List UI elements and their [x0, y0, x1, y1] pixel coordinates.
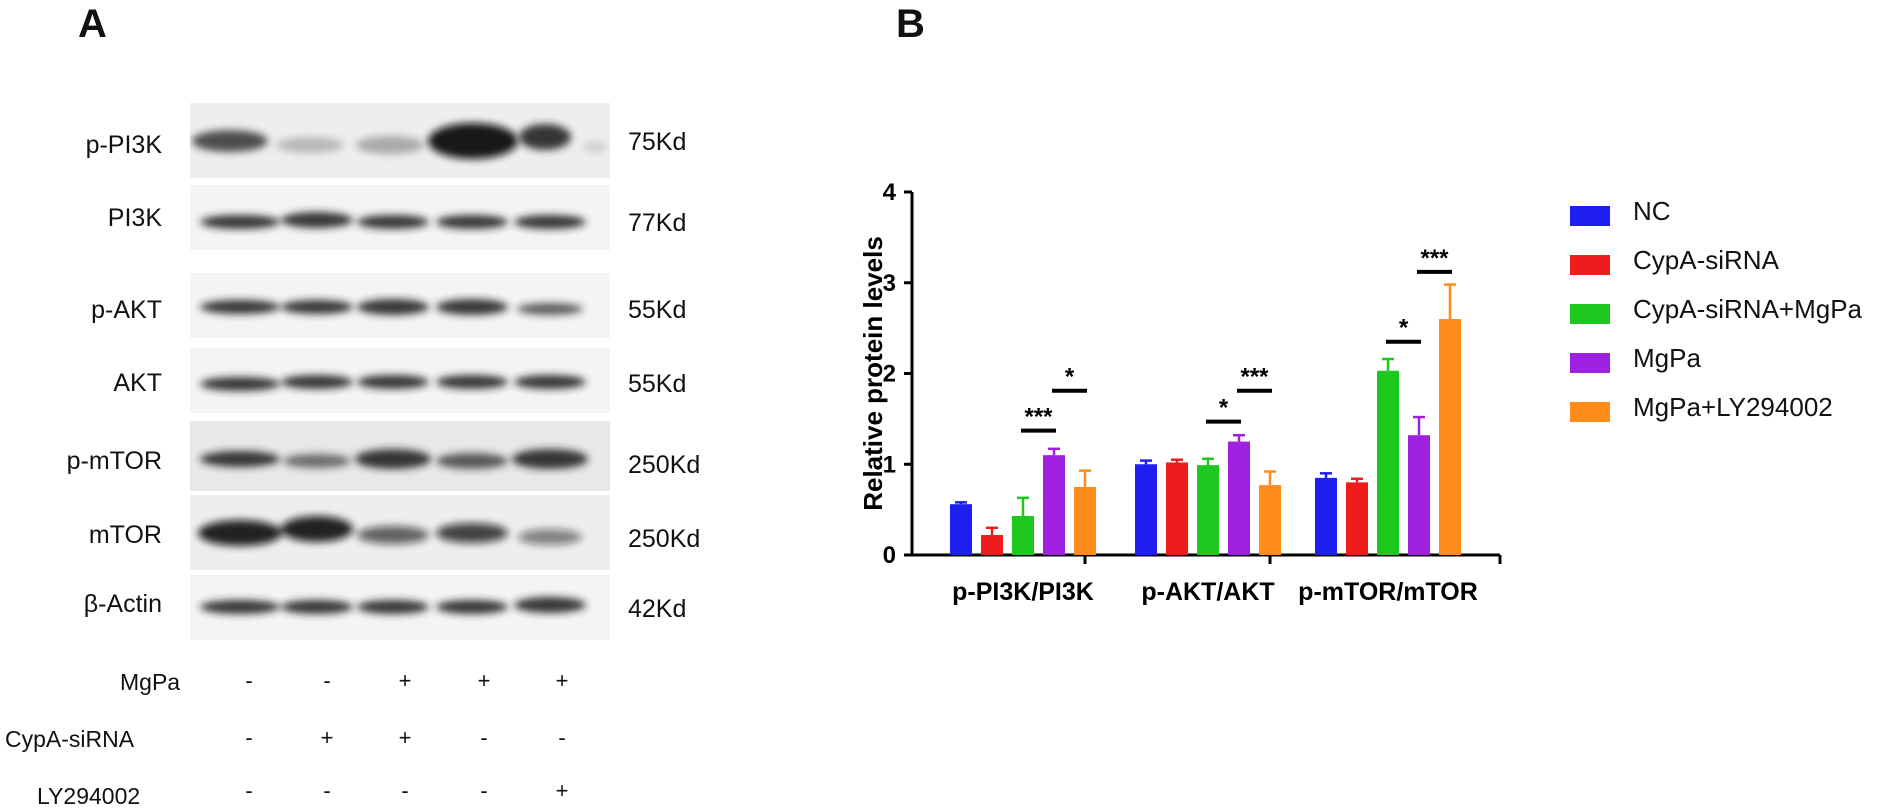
kd-label-pi3k: 77Kd: [628, 209, 687, 237]
bar: [1197, 465, 1219, 555]
bar: [1439, 319, 1461, 555]
blot-image-akt: [190, 348, 610, 413]
kd-label-beta-actin: 42Kd: [628, 595, 687, 623]
bar-chart: 0 1 2 3 4 Relative protein levels p-PI3K/PI3K p…: [860, 179, 1502, 606]
treatment-sign: -: [245, 725, 253, 750]
panel-b-letter: B: [896, 2, 925, 46]
treatment-sign: -: [480, 725, 488, 750]
category-label: p-PI3K/PI3K: [952, 578, 1094, 606]
significance-label: *: [1219, 395, 1229, 422]
legend-swatch: [1570, 402, 1610, 422]
blot-label-p-akt: p-AKT: [91, 296, 162, 324]
bar: [1346, 482, 1368, 555]
treatment-sign: +: [477, 668, 491, 693]
blot-label-akt: AKT: [113, 369, 162, 397]
treatment-sign: +: [320, 725, 334, 750]
blot-image-mtor: [190, 495, 610, 570]
bar: [950, 504, 972, 555]
blot-label-p-pi3k: p-PI3K: [85, 131, 162, 159]
bar: [1135, 464, 1157, 555]
y-tick-label: 4: [883, 179, 897, 206]
legend-swatch: [1570, 353, 1610, 373]
treatment-sign: +: [555, 778, 569, 803]
bar: [1228, 441, 1250, 555]
treatment-sign: -: [558, 725, 566, 750]
treatment-sign: -: [480, 778, 488, 803]
kd-label-p-akt: 55Kd: [628, 296, 687, 324]
significance-label: *: [1399, 315, 1409, 342]
treatment-sign: +: [398, 725, 412, 750]
treatment-sign: +: [398, 668, 412, 693]
legend-swatch: [1570, 206, 1610, 226]
bar: [1166, 462, 1188, 555]
bar: [981, 535, 1003, 555]
treatment-sign: -: [401, 778, 409, 803]
treatment-label-cypa-sirna: CypA-siRNA: [5, 726, 135, 752]
significance-label: ***: [1024, 404, 1053, 431]
panel-a-letter: A: [78, 2, 107, 46]
blot-image-p-pi3k: [190, 103, 610, 178]
legend-swatch: [1570, 304, 1610, 324]
blot-label-mtor: mTOR: [88, 521, 162, 549]
kd-label-akt: 55Kd: [628, 370, 687, 398]
y-tick-label: 3: [883, 270, 896, 297]
kd-label-mtor: 250Kd: [628, 525, 701, 553]
bar: [1315, 477, 1337, 555]
bar: [1043, 455, 1065, 555]
category-label: p-mTOR/mTOR: [1298, 578, 1478, 606]
y-axis-title: Relative protein levels: [860, 236, 888, 511]
kd-label-p-pi3k: 75Kd: [628, 128, 687, 156]
legend-label: MgPa+LY294002: [1633, 392, 1833, 422]
significance-label: ***: [1420, 245, 1449, 272]
bar: [1259, 485, 1281, 555]
blot-label-beta-actin: β-Actin: [83, 590, 162, 618]
significance-label: ***: [1240, 364, 1269, 391]
blot-label-p-mtor: p-mTOR: [66, 447, 162, 475]
treatment-sign: -: [245, 668, 253, 693]
legend-swatch: [1570, 255, 1610, 275]
bar: [1074, 486, 1096, 555]
treatment-sign: +: [555, 668, 569, 693]
y-tick-label: 2: [883, 361, 896, 388]
legend-label: CypA-siRNA+MgPa: [1633, 294, 1863, 324]
legend-label: CypA-siRNA: [1633, 245, 1779, 275]
legend-label: MgPa: [1633, 343, 1701, 373]
kd-label-p-mtor: 250Kd: [628, 451, 701, 479]
y-tick-label: 1: [883, 451, 896, 478]
category-label: p-AKT/AKT: [1141, 578, 1274, 606]
legend-label: NC: [1633, 196, 1671, 226]
significance-label: *: [1065, 364, 1075, 391]
treatment-label-ly294002: LY294002: [37, 783, 141, 809]
blot-label-pi3k: PI3K: [107, 204, 162, 232]
bar: [1012, 515, 1034, 555]
treatment-sign: -: [323, 668, 331, 693]
blot-image-p-mtor: [190, 421, 610, 491]
blot-image-p-akt: [190, 273, 610, 338]
treatment-label-mgpa: MgPa: [120, 669, 181, 695]
bar: [1408, 435, 1430, 555]
treatment-sign: -: [323, 778, 331, 803]
treatment-sign: -: [245, 778, 253, 803]
y-tick-label: 0: [883, 542, 896, 569]
blot-image-beta-actin: [190, 575, 610, 640]
bar: [1377, 370, 1399, 555]
blot-image-pi3k: [190, 185, 610, 250]
